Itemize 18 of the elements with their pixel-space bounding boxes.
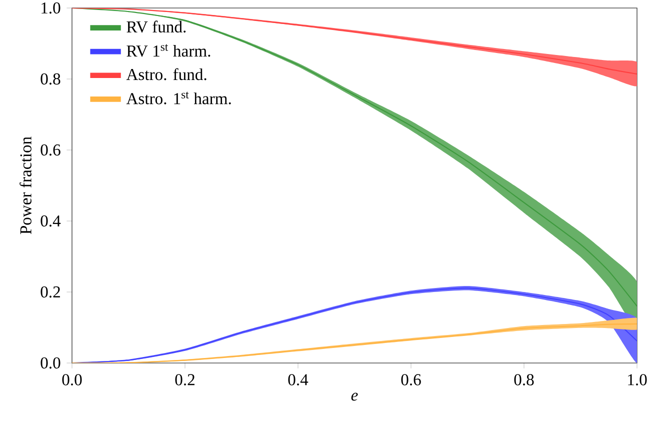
y-tick-label: 1.0 (42, 2, 60, 14)
x-tick-label: 0.6 (401, 374, 421, 386)
y-axis-title: Power fraction (20, 136, 32, 234)
x-tick-label: 0.0 (62, 374, 82, 386)
x-tick-label: 1.0 (628, 374, 647, 386)
y-tick-label: 0.8 (40, 73, 60, 85)
y-tick-label: 0.6 (40, 144, 60, 156)
y-tick-label: 0.2 (40, 286, 60, 298)
legend-label: RV 1$^{st}$ harm. (126, 44, 210, 57)
x-tick-label: 0.4 (288, 374, 308, 386)
legend-label: RV fund. (126, 20, 186, 33)
x-tick-label: 0.2 (175, 374, 194, 386)
legend-label: Astro. fund. (126, 68, 206, 80)
y-tick-label: 0.0 (40, 357, 60, 369)
x-tick-label: 0.8 (514, 374, 534, 386)
y-tick-label: 0.4 (40, 215, 61, 227)
legend-label: Astro. 1$^{st}$ harm. (126, 92, 231, 104)
x-axis-title: e (351, 392, 358, 401)
